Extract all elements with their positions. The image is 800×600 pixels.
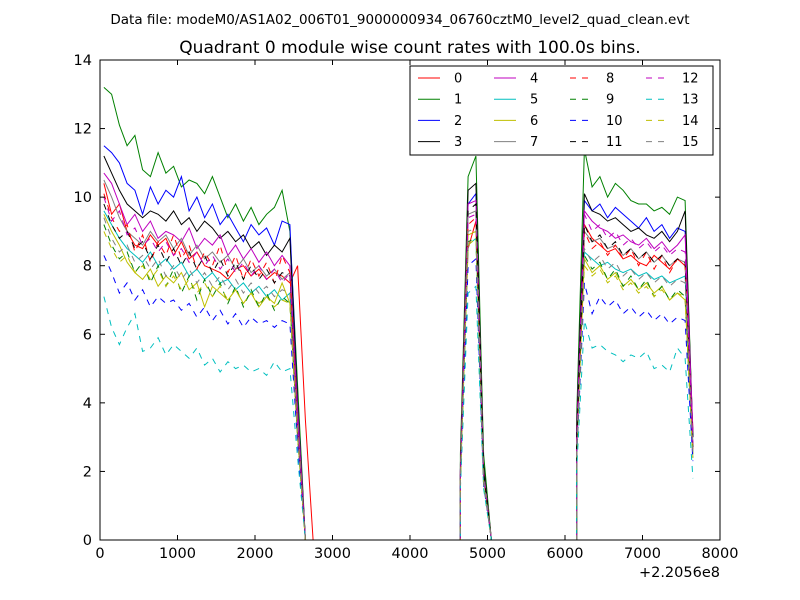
y-tick-label: 8 <box>83 259 92 275</box>
legend-label-9: 9 <box>606 93 614 108</box>
series-line-12 <box>103 196 694 540</box>
y-tick-label: 10 <box>74 190 92 206</box>
series-line-11 <box>103 202 694 540</box>
series-line-1 <box>103 87 694 540</box>
legend-label-0: 0 <box>454 72 462 87</box>
x-tick-label: 4000 <box>392 546 429 562</box>
x-tick-label: 6000 <box>547 546 584 562</box>
chart-title: Quadrant 0 module wise count rates with … <box>179 38 640 58</box>
axes: 0 1000 2000 3000 4000 5000 6000 7000 80000246810… <box>74 53 739 562</box>
x-tick-label: 5000 <box>469 546 506 562</box>
series-line-8 <box>103 193 694 540</box>
series-line-10 <box>103 255 694 540</box>
series-line-13 <box>103 285 694 540</box>
legend-label-1: 1 <box>454 93 462 108</box>
series-line-2 <box>103 145 694 540</box>
legend-box <box>409 65 714 156</box>
x-axis-offset-label: +2.2056e8 <box>639 565 720 581</box>
y-tick-label: 4 <box>83 396 92 412</box>
legend-label-7: 7 <box>530 135 538 150</box>
legend-label-10: 10 <box>606 114 623 129</box>
legend-label-5: 5 <box>530 93 538 108</box>
y-tick-label: 6 <box>83 327 92 343</box>
x-tick-label: 1000 <box>159 546 196 562</box>
plot-area <box>103 87 694 540</box>
legend-label-13: 13 <box>682 93 699 108</box>
x-tick-label: 0 <box>95 546 104 562</box>
series-line-14 <box>103 231 694 540</box>
y-tick-label: 0 <box>83 533 92 549</box>
legend-label-2: 2 <box>454 114 462 129</box>
x-tick-label: 7000 <box>624 546 661 562</box>
legend-label-8: 8 <box>606 72 614 87</box>
legend-label-14: 14 <box>682 114 699 129</box>
series-line-9 <box>103 224 694 540</box>
legend-label-4: 4 <box>530 72 538 87</box>
legend-label-11: 11 <box>606 135 623 150</box>
x-tick-label: 8000 <box>702 546 739 562</box>
y-tick-label: 12 <box>74 122 92 138</box>
legend-label-6: 6 <box>530 114 538 129</box>
series-line-5 <box>103 210 694 540</box>
series-line-4 <box>103 172 694 540</box>
y-tick-label: 14 <box>74 53 92 69</box>
legend-label-15: 15 <box>682 135 699 150</box>
legend-label-12: 12 <box>682 72 699 87</box>
y-tick-label: 2 <box>83 464 92 480</box>
x-tick-label: 3000 <box>314 546 351 562</box>
legend-label-3: 3 <box>454 135 462 150</box>
series-line-7 <box>103 179 694 540</box>
series-line-15 <box>103 217 694 540</box>
x-tick-label: 2000 <box>237 546 274 562</box>
series-line-3 <box>103 155 694 540</box>
data-file-suptitle: Data file: modeM0/AS1A02_006T01_90000009… <box>110 12 689 28</box>
series-line-0 <box>103 183 694 540</box>
